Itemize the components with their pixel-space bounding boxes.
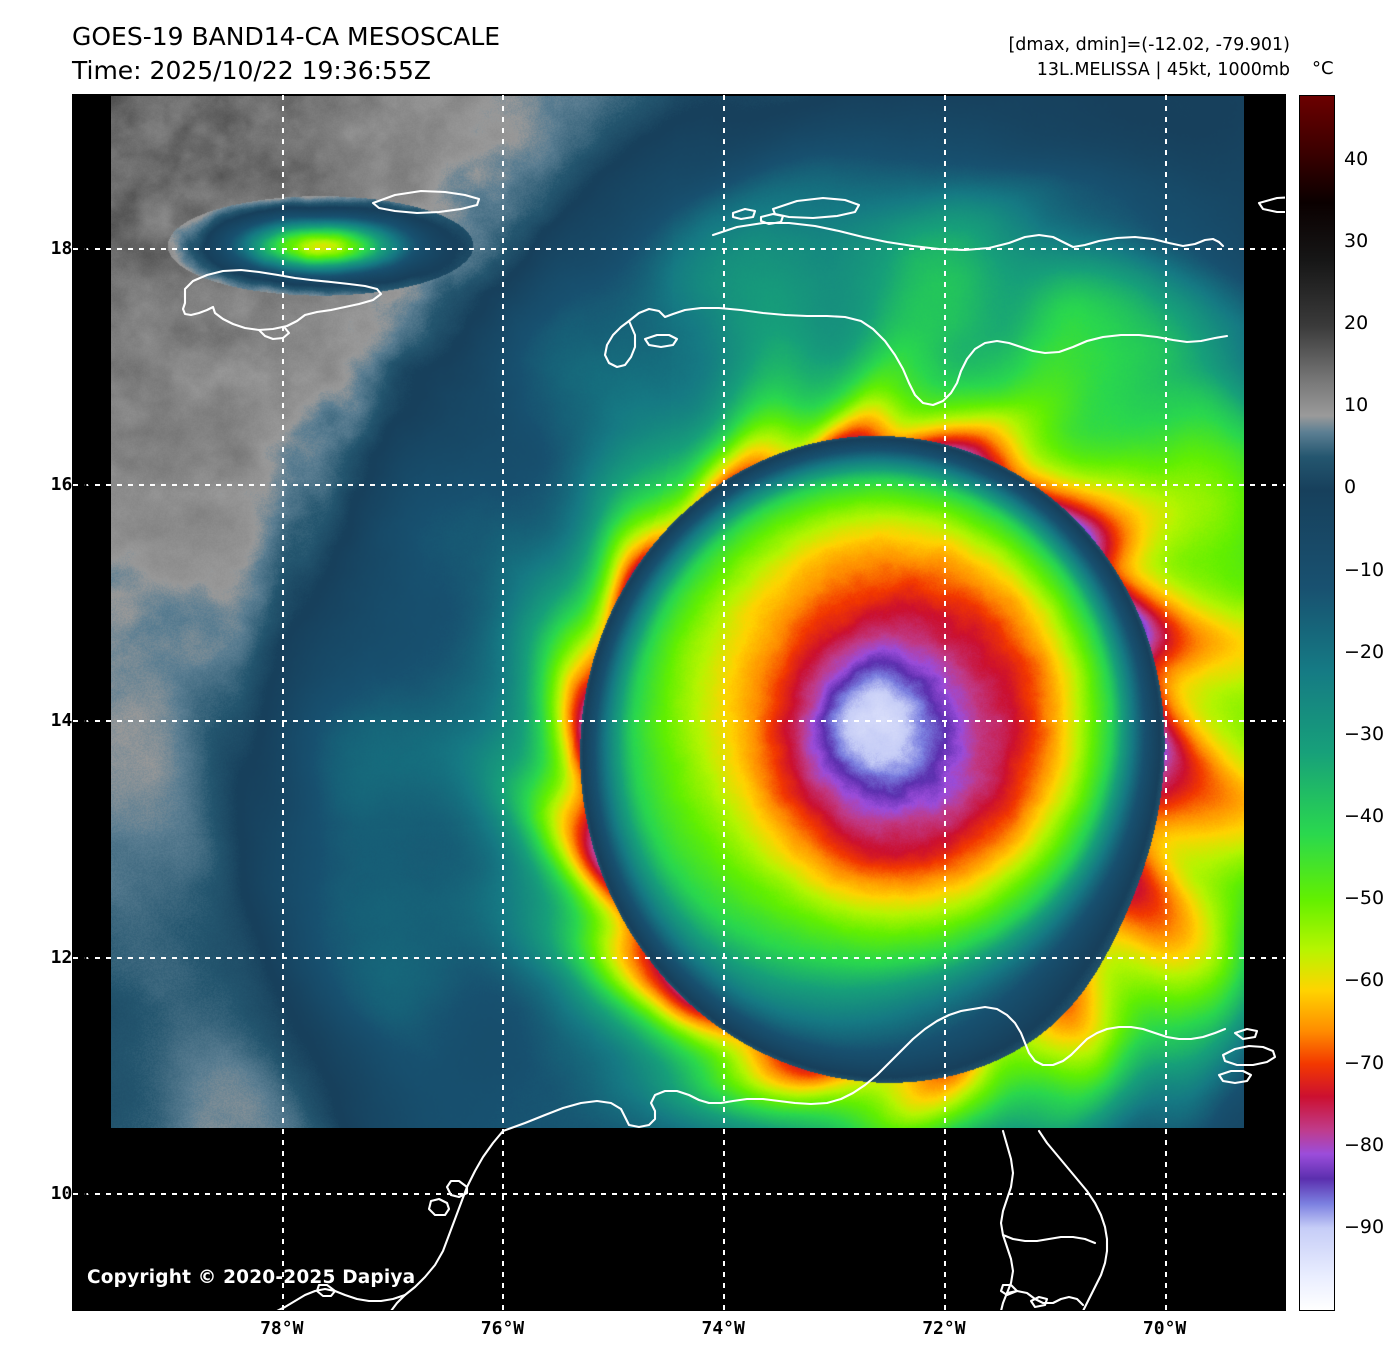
lat-tick-14°N: 14°N bbox=[50, 710, 94, 732]
colorbar-tick-0: 0 bbox=[1344, 476, 1357, 499]
graticule-line-lat-10°N bbox=[73, 1192, 1285, 1195]
page-title: GOES-19 BAND14-CA MESOSCALE Time: 2025/1… bbox=[72, 20, 500, 88]
colorbar-tick--80: −80 bbox=[1344, 1133, 1385, 1156]
colorbar-tick--10: −10 bbox=[1344, 558, 1385, 581]
lat-tick-10°N: 10°N bbox=[50, 1182, 94, 1204]
title-satellite-band: GOES-19 BAND14-CA MESOSCALE bbox=[72, 22, 501, 51]
colorbar-tick--50: −50 bbox=[1344, 887, 1385, 910]
colorbar-tick-20: 20 bbox=[1344, 312, 1369, 335]
colorbar-tick--40: −40 bbox=[1344, 805, 1385, 828]
lon-tick-70°W: 70°W bbox=[1142, 1318, 1187, 1339]
satellite-image-plot: Copyright © 2020-2025 Dapiya bbox=[72, 94, 1286, 1311]
lon-tick-72°W: 72°W bbox=[922, 1318, 966, 1339]
lon-tick-76°W: 76°W bbox=[480, 1318, 525, 1339]
satellite-raster bbox=[111, 96, 1244, 1128]
lat-tick-12°N: 12°N bbox=[50, 946, 94, 968]
colorbar-tick--90: −90 bbox=[1344, 1215, 1385, 1238]
copyright-label: Copyright © 2020-2025 Dapiya bbox=[87, 1267, 416, 1288]
colorbar-tick-10: 10 bbox=[1344, 394, 1369, 417]
storm-info-label: 13L.MELISSA | 45kt, 1000mb bbox=[1036, 59, 1290, 80]
colorbar-gradient bbox=[1300, 96, 1334, 1310]
colorbar-tick--30: −30 bbox=[1344, 722, 1385, 745]
colorbar-unit-label: °C bbox=[1312, 58, 1334, 79]
colorbar bbox=[1299, 95, 1335, 1311]
colorbar-tick--20: −20 bbox=[1344, 640, 1385, 663]
data-range-label: [dmax, dmin]=(-12.02, -79.901) bbox=[1008, 35, 1290, 55]
lon-tick-78°W: 78°W bbox=[260, 1318, 304, 1339]
colorbar-tick-40: 40 bbox=[1344, 147, 1369, 170]
title-timestamp: Time: 2025/10/22 19:36:55Z bbox=[72, 55, 431, 85]
colorbar-tick-30: 30 bbox=[1344, 229, 1369, 252]
colorbar-tick--60: −60 bbox=[1344, 969, 1385, 992]
lat-tick-18°N: 18°N bbox=[50, 237, 94, 259]
lat-tick-16°N: 16°N bbox=[50, 473, 94, 495]
lon-tick-74°W: 74°W bbox=[701, 1318, 745, 1339]
colorbar-gradient-frame bbox=[1299, 95, 1335, 1311]
metadata-block: [dmax, dmin]=(-12.02, -79.901) 13L.MELIS… bbox=[1008, 33, 1290, 82]
colorbar-tick--70: −70 bbox=[1344, 1051, 1385, 1074]
